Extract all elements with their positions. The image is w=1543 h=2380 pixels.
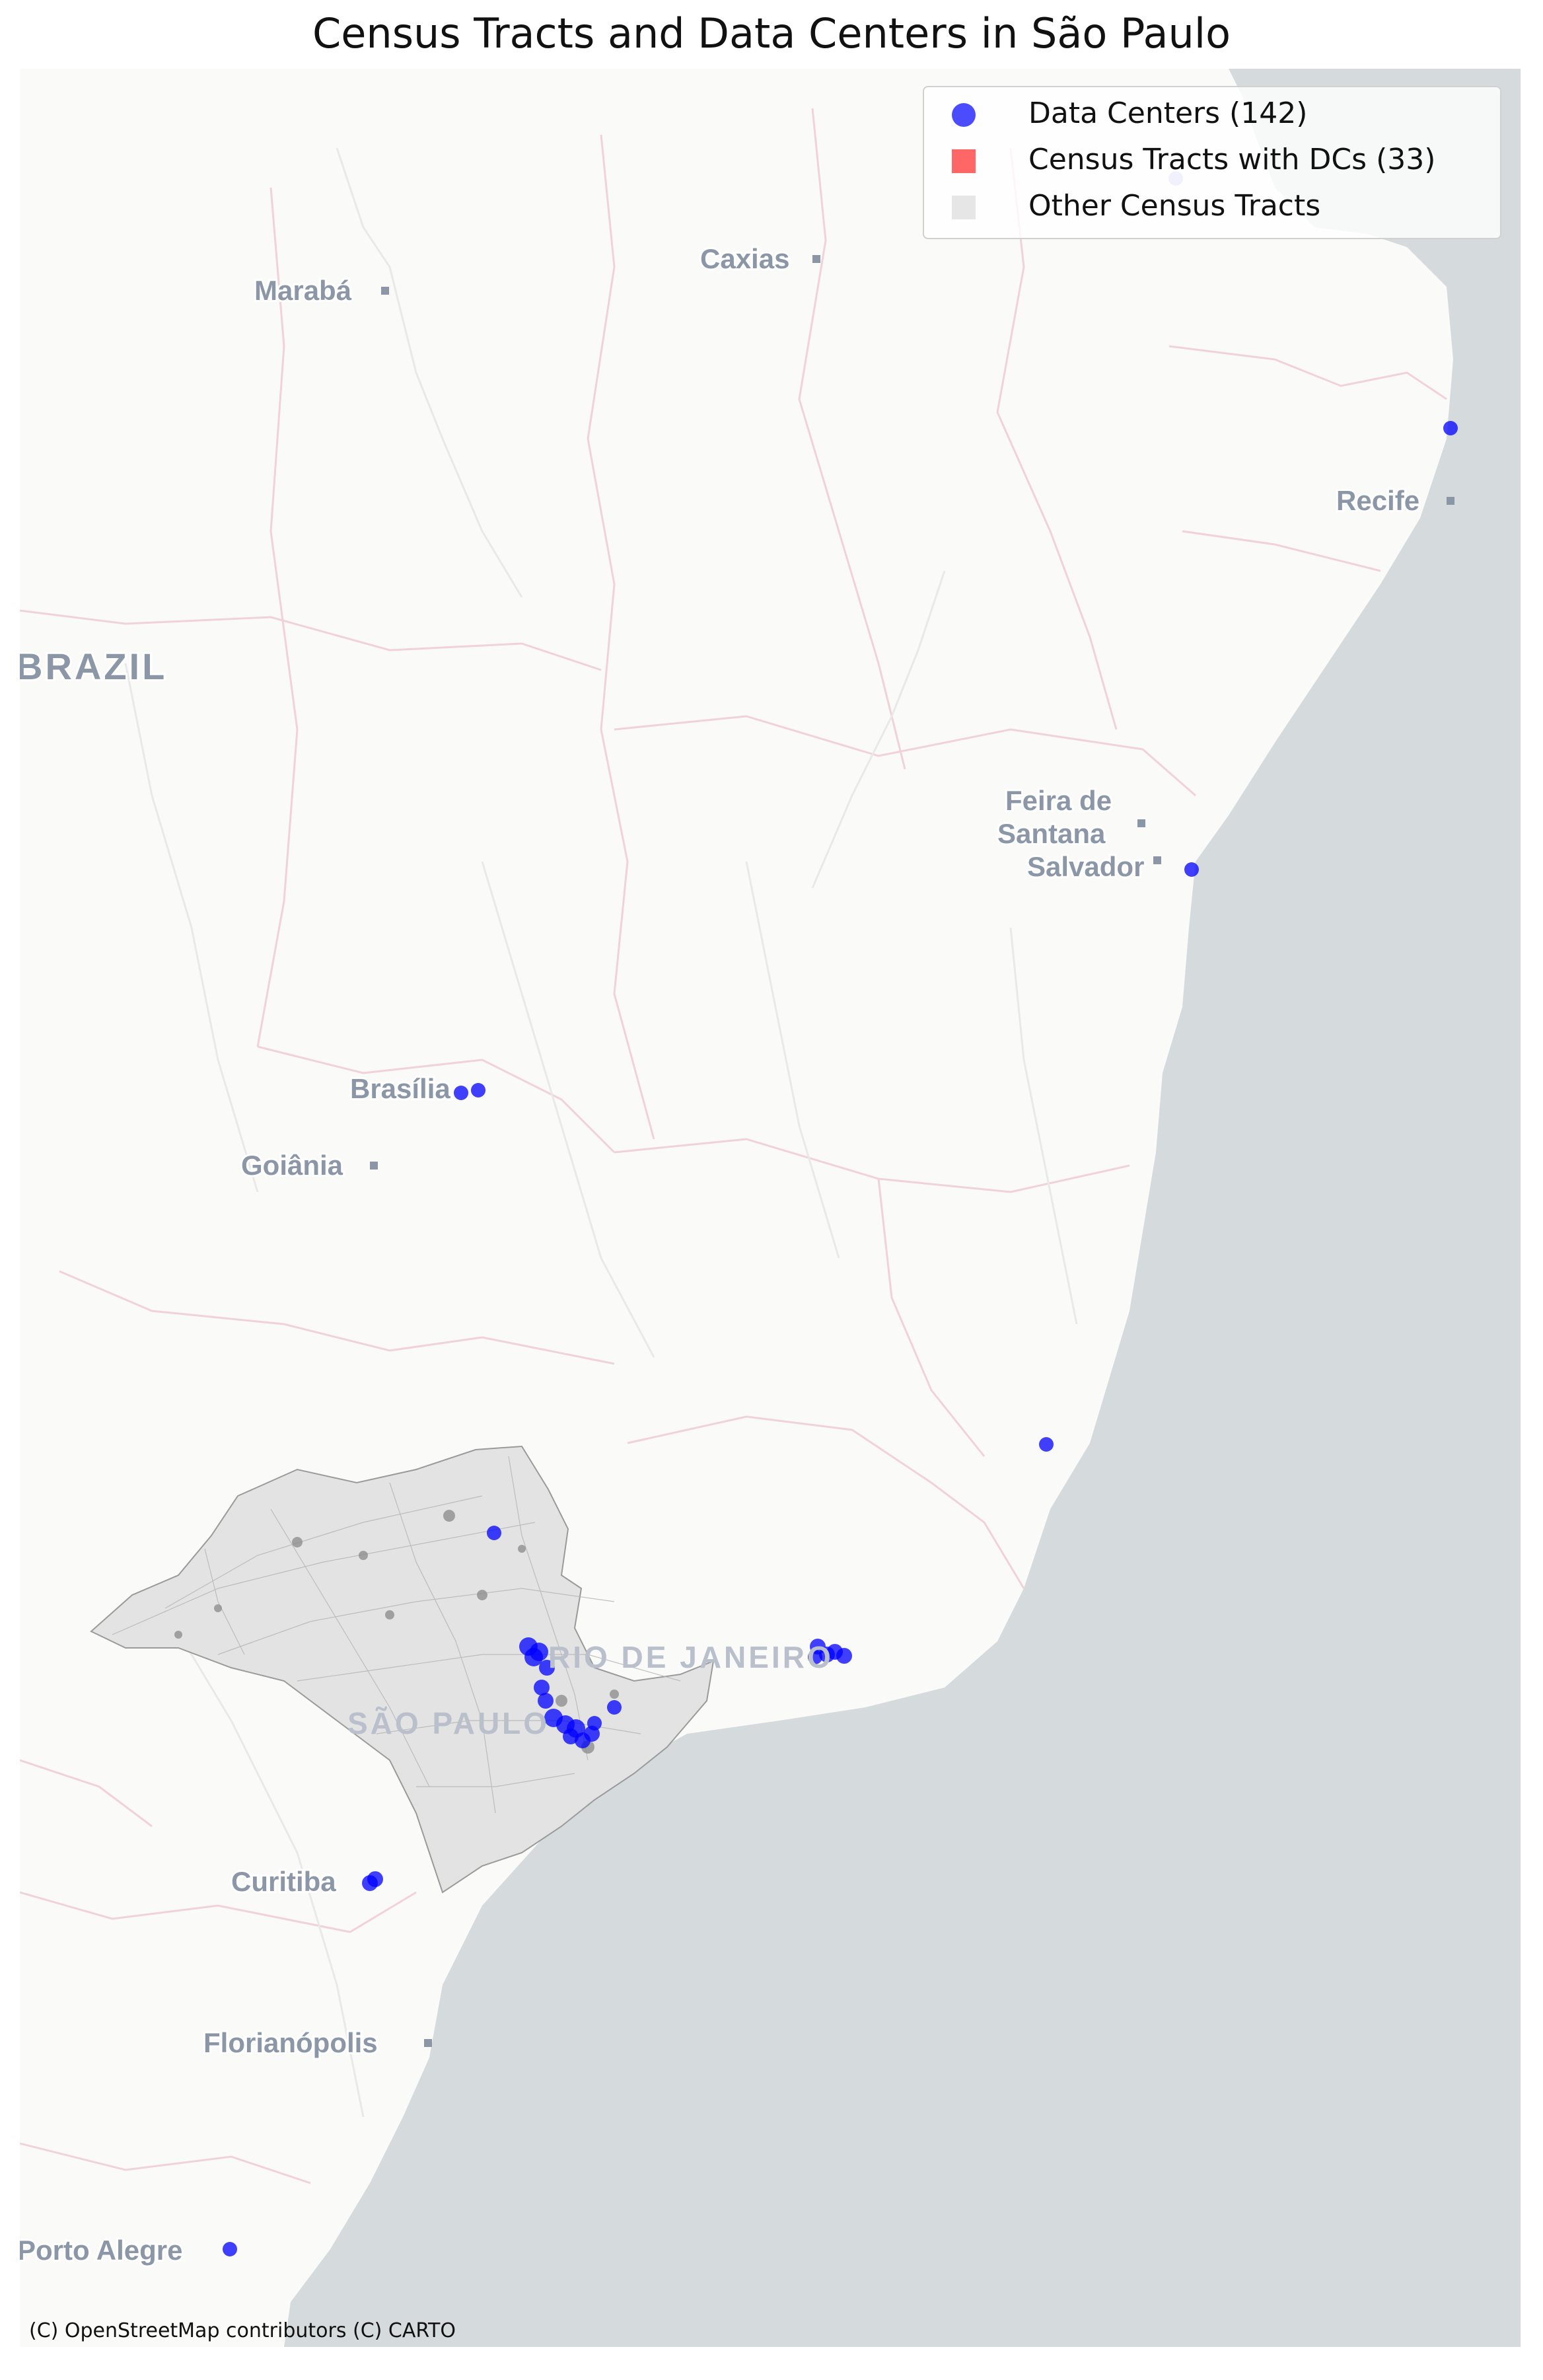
map-area[interactable]: SÃO PAULO RIO DE JANEIRO BRAZIL Marabá C…: [20, 69, 1521, 2347]
data-center-point[interactable]: [1443, 421, 1458, 435]
data-center-point[interactable]: [487, 1526, 501, 1540]
region-label-rio-de-janeiro: RIO DE JANEIRO: [548, 1640, 834, 1674]
data-center-point[interactable]: [223, 2242, 237, 2256]
city-label-curitiba: Curitiba: [231, 1866, 336, 1897]
data-center-point[interactable]: [808, 1650, 822, 1664]
legend-square-marker: [952, 149, 976, 173]
legend-label: Data Centers (142): [1028, 96, 1308, 130]
data-center-point[interactable]: [534, 1680, 550, 1695]
ocean-area: [284, 69, 1521, 2347]
map-attribution: (C) OpenStreetMap contributors (C) CARTO: [29, 2319, 456, 2342]
data-center-point[interactable]: [539, 1660, 555, 1676]
legend-item-data-centers: Data Centers (142): [924, 94, 1500, 136]
sao-paulo-state-polygon[interactable]: [90, 1445, 715, 1894]
city-markers: [370, 255, 1454, 2047]
sao-paulo-census-tracts[interactable]: [90, 1445, 715, 1894]
data-center-point[interactable]: [538, 1693, 554, 1709]
data-center-point[interactable]: [367, 1871, 383, 1887]
country-label-brazil: BRAZIL: [20, 646, 167, 687]
data-center-point[interactable]: [1039, 1437, 1054, 1452]
rivers: [124, 147, 1078, 2118]
city-label-goiania: Goiânia: [241, 1150, 343, 1181]
state-borders: [20, 108, 1447, 2184]
data-center-point[interactable]: [1184, 862, 1199, 877]
legend-label: Other Census Tracts: [1028, 189, 1321, 223]
region-label-sao-paulo: SÃO PAULO: [347, 1706, 550, 1740]
legend: Data Centers (142) Census Tracts with DC…: [923, 86, 1501, 239]
legend-item-census-tracts-with-dcs: Census Tracts with DCs (33): [924, 140, 1500, 182]
data-center-point[interactable]: [584, 1726, 600, 1742]
data-center-point[interactable]: [524, 1648, 543, 1666]
tract-texture: [112, 1456, 681, 1814]
legend-label: Census Tracts with DCs (33): [1028, 143, 1436, 176]
legend-item-other-census-tracts: Other Census Tracts: [924, 186, 1500, 229]
city-label-recife: Recife: [1336, 485, 1419, 516]
legend-circle-marker: [952, 103, 976, 127]
data-center-point[interactable]: [454, 1086, 468, 1100]
data-center-point[interactable]: [836, 1648, 852, 1664]
city-label-caxias: Caxias: [700, 243, 789, 274]
data-center-point[interactable]: [471, 1083, 485, 1097]
legend-square-marker: [952, 196, 976, 219]
city-label-brasilia: Brasília: [350, 1073, 450, 1104]
city-label-salvador: Salvador: [1027, 851, 1144, 882]
city-label-maraba: Marabá: [254, 275, 352, 306]
city-label-santana: Santana: [997, 818, 1106, 849]
data-center-points[interactable]: [223, 171, 1458, 2256]
urban-clusters: [174, 1510, 619, 1754]
city-label-porto-alegre: Porto Alegre: [20, 2235, 182, 2266]
basemap[interactable]: SÃO PAULO RIO DE JANEIRO BRAZIL Marabá C…: [20, 69, 1521, 2347]
city-label-florianopolis: Florianópolis: [203, 2027, 378, 2058]
city-label-feira-de: Feira de: [1005, 785, 1112, 816]
data-center-point[interactable]: [607, 1700, 622, 1715]
map-title: Census Tracts and Data Centers in São Pa…: [312, 9, 1231, 57]
